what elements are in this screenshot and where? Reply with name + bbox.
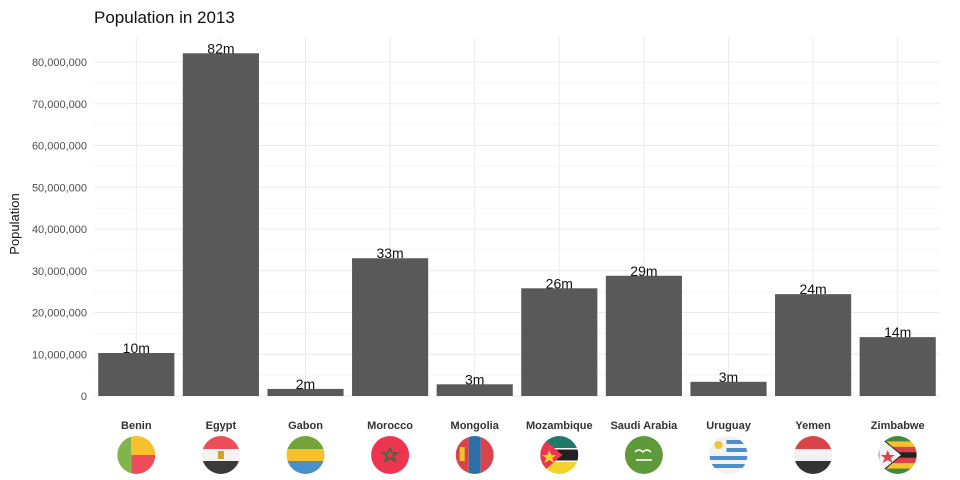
mongolia-flag-icon: [455, 436, 494, 474]
x-tick-label: Morocco: [367, 420, 413, 432]
x-tick-label: Uruguay: [706, 420, 752, 432]
data-label: 3m: [465, 371, 484, 387]
y-tick-label: 20,000,000: [32, 308, 87, 320]
egypt-flag-icon: [201, 436, 240, 474]
morocco-flag-icon: [371, 436, 410, 474]
y-axis-ticks: 0 10,000,000 20,000,000 30,000,000 40,000,00…: [32, 57, 87, 403]
x-tick-label: Benin: [121, 420, 152, 432]
gabon-flag-icon: [286, 436, 325, 474]
bar: [436, 384, 513, 396]
y-tick-label: 30,000,000: [32, 266, 87, 278]
data-label: 14m: [884, 324, 911, 340]
data-label: 3m: [719, 369, 738, 385]
x-tick-label: Zimbabwe: [871, 420, 925, 432]
x-tick-label: Gabon: [288, 420, 323, 432]
bar: [690, 381, 767, 396]
bar: [775, 294, 852, 396]
x-tick-label: Mongolia: [451, 420, 500, 432]
x-tick-label: Saudi Arabia: [610, 420, 678, 432]
x-axis-ticks: Benin Egypt Gabon Morocco Mongolia Mozambique…: [121, 420, 925, 432]
bar: [182, 53, 259, 396]
data-label: 10m: [123, 340, 150, 356]
saudi-arabia-flag-icon: [624, 436, 663, 474]
y-tick-label: 50,000,000: [32, 182, 87, 194]
data-label: 82m: [207, 40, 234, 56]
y-tick-label: 70,000,000: [32, 99, 87, 111]
data-label: 26m: [546, 275, 573, 291]
data-label: 33m: [376, 245, 403, 261]
y-tick-label: 0: [81, 391, 87, 403]
bar: [521, 288, 598, 396]
bar: [267, 388, 344, 396]
x-tick-label: Egypt: [206, 420, 237, 432]
data-labels: 10m 82m 2m 33m 3m 26m 29m 3m 24m 14m: [123, 40, 912, 392]
bars: [98, 53, 936, 396]
benin-flag-icon: [117, 436, 156, 474]
data-label: 24m: [799, 281, 826, 297]
data-label: 29m: [630, 263, 657, 279]
yemen-flag-icon: [794, 436, 833, 474]
bar: [605, 275, 682, 396]
bar: [859, 337, 936, 396]
zimbabwe-flag-icon: [878, 436, 917, 474]
flag-icons: [117, 436, 917, 474]
chart-title: Population in 2013: [94, 8, 235, 27]
y-tick-label: 80,000,000: [32, 57, 87, 69]
y-tick-label: 60,000,000: [32, 141, 87, 153]
y-tick-label: 40,000,000: [32, 224, 87, 236]
y-axis-label: Population: [7, 193, 22, 254]
x-tick-label: Yemen: [795, 420, 831, 432]
mozambique-flag-icon: [540, 436, 579, 474]
x-tick-label: Mozambique: [526, 420, 593, 432]
data-label: 2m: [296, 376, 315, 392]
bar: [98, 353, 175, 396]
uruguay-flag-icon: [709, 436, 748, 474]
bar: [352, 258, 429, 396]
y-tick-label: 10,000,000: [32, 349, 87, 361]
